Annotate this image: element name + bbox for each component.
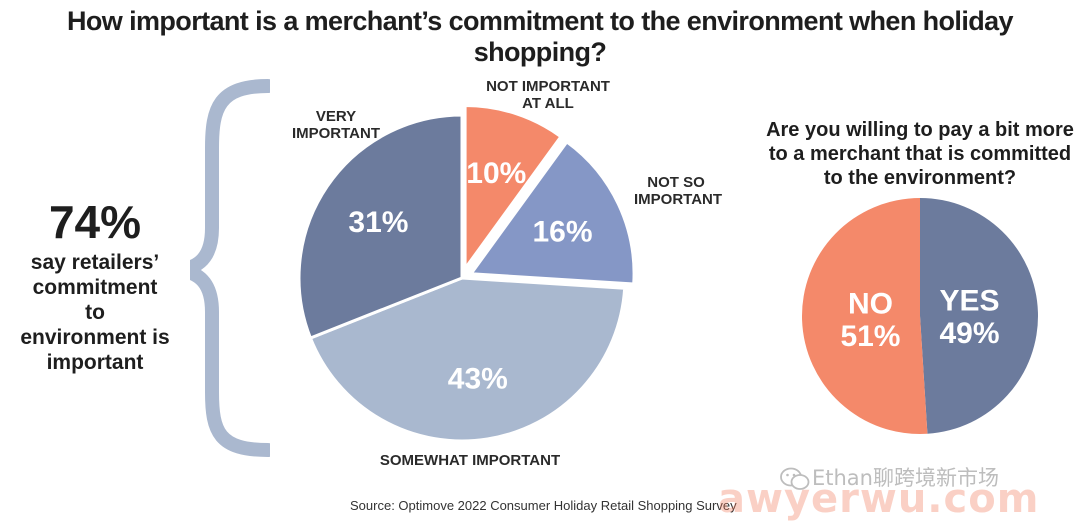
source-note: Source: Optimove 2022 Consumer Holiday R… — [350, 498, 737, 513]
page-title: How important is a merchant’s commitment… — [67, 6, 1014, 67]
pie-value-label-no: 51% — [840, 320, 900, 353]
side-chart-question: Are you willing to pay a bit more to a m… — [766, 119, 1074, 189]
wechat-icon — [780, 467, 810, 490]
pie-slice-yes — [920, 198, 1038, 434]
pie-slice-not-so-important — [468, 139, 636, 286]
pie-label-somewhat-important: SOMEWHAT IMPORTANT — [379, 452, 561, 469]
pie-category-label-yes: YES — [940, 284, 1000, 317]
pie-value-label-yes: 49% — [940, 317, 1000, 350]
watermark: Ethan聊跨境新市场 awyerwu.com — [718, 460, 1078, 522]
importance-pie-chart: 10%16% 43% 31% — [297, 103, 636, 443]
pie-value-label-somewhat-important: 43% — [448, 363, 508, 396]
pie-label-not-so-important: NOT SO IMPORTANT — [634, 174, 723, 208]
pie-value-label-very-important: 31% — [348, 206, 408, 239]
pie-label-very-important: VERY IMPORTANT — [291, 108, 381, 142]
pie-slice-not-important-at-all — [463, 103, 563, 274]
watermark-line1: Ethan聊跨境新市场 — [812, 466, 999, 490]
watermark-line2: awyerwu.com — [718, 476, 1040, 522]
summary-big-number: 74% — [48, 196, 142, 248]
pie-value-label-not-important-at-all: 10% — [466, 157, 526, 190]
curly-brace-icon — [190, 79, 270, 457]
pie-slice-somewhat-important — [308, 276, 627, 443]
pie-label-not-important-at-all: NOT IMPORTANT AT ALL — [486, 78, 610, 112]
summary-text: say retailers’ commitment to environment… — [20, 251, 170, 374]
pie-slice-very-important — [297, 113, 464, 340]
pie-category-label-no: NO — [848, 288, 893, 321]
summary-stat: 74% say retailers’ commitment to environ… — [10, 196, 180, 375]
pie-slice-no — [801, 198, 928, 434]
pie-value-label-not-so-important: 16% — [532, 216, 592, 249]
